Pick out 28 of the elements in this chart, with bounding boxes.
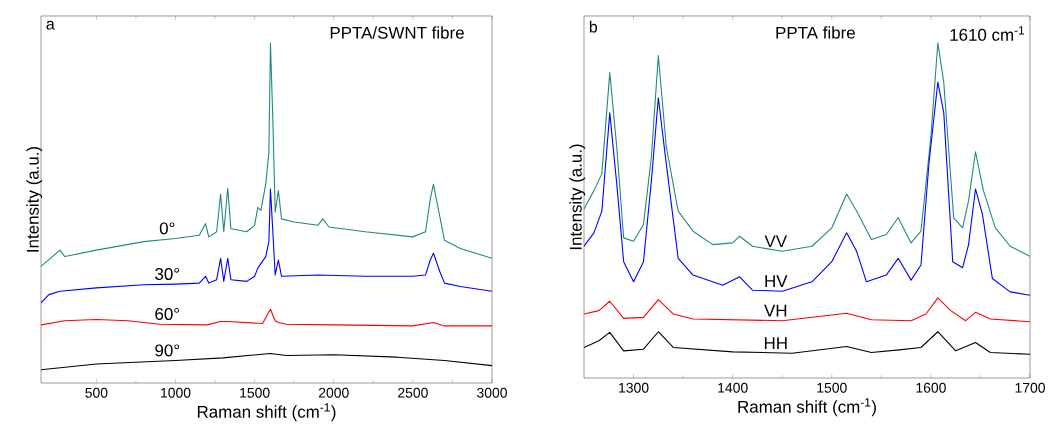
x-tick-label: 2500: [398, 387, 428, 398]
x-tick-label: 1000: [161, 387, 191, 398]
x-tick-label: 1500: [817, 382, 847, 393]
x-tick-label: 1600: [916, 382, 946, 393]
y-axis-title: Intensity (a.u.): [26, 146, 43, 252]
series-label: 30°: [155, 267, 180, 280]
x-tick-label: 3000: [477, 387, 507, 398]
series-label: VH: [764, 304, 787, 317]
series-label: HH: [764, 337, 787, 350]
text: PPTA fibre: [776, 26, 855, 39]
y-axis-title: Intensity (a.u.): [569, 144, 586, 250]
x-axis-title: Raman shift (cm$^{-1}$): [197, 403, 336, 422]
text: b: [589, 20, 598, 33]
series-label: 60°: [155, 308, 180, 321]
x-tick-label: 1500: [240, 387, 270, 398]
x-tick-label: 500: [85, 387, 108, 398]
series-label: 90°: [155, 344, 180, 357]
x-axis-title: Raman shift (cm$^{-1}$): [738, 398, 876, 417]
series-label: HV: [765, 275, 788, 287]
x-tick-label: 2000: [318, 387, 349, 398]
x-tick-label: 1300: [619, 382, 649, 393]
series-label: 0°: [159, 222, 175, 235]
text: PPTA/SWNT fibre: [330, 26, 464, 39]
series-label: VV: [764, 235, 788, 248]
text: 1610 cm$^{-1}$: [950, 26, 1025, 41]
x-tick-label: 1700: [1015, 382, 1045, 393]
text: a: [46, 20, 55, 30]
x-tick-label: 1400: [718, 382, 748, 393]
